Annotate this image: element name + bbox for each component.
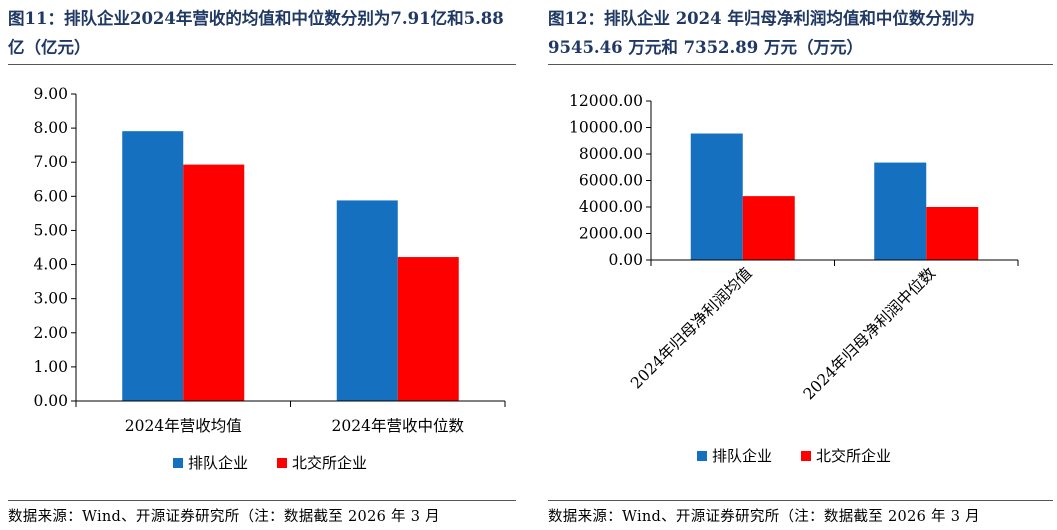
figure-panel-left: 图11：排队企业2024年营收的均值和中位数分别为7.91亿和5.88亿（亿元）… [0,0,520,530]
source-rule-left [8,500,516,501]
y-tick-label: 7.00 [33,153,68,171]
y-tick-label: 12000.00 [569,92,643,110]
source-rule-right [548,500,1053,501]
bar-series2-cat2 [397,257,459,401]
bar-chart-right: 0.00 2000.00 4000.00 6000.00 8000.00 10000.00… [569,92,1019,465]
legend-swatch-series1 [697,451,707,461]
x-category-label: 2024年营收均值 [125,417,242,435]
legend-label: 排队企业 [712,447,772,465]
legend-swatch-series1 [173,458,183,468]
x-category-label: 2024年归母净利润均值 [627,264,755,392]
bar-series1-cat2 [336,200,398,401]
legend-swatch-series2 [801,451,811,461]
x-category-label: 2024年营收中位数 [332,417,465,435]
title-rule-left [8,64,516,65]
figure-panel-right: 图12：排队企业 2024 年归母净利润均值和中位数分别为 9545.46 万元… [540,0,1057,530]
x-category-label: 2024年归母净利润中位数 [800,264,940,404]
source-note-right: 数据来源：Wind、开源证券研究所（注：数据截至 2026 年 3 月 [548,509,980,525]
figure-title-right: 图12：排队企业 2024 年归母净利润均值和中位数分别为 9545.46 万元… [548,9,975,57]
bar-series1-cat1 [122,131,184,402]
bar-series2-cat1 [742,196,795,260]
y-tick-label: 6000.00 [579,172,643,190]
legend-label: 北交所企业 [292,454,367,472]
bar-series2-cat1 [183,164,245,401]
legend-label: 排队企业 [188,454,248,472]
y-tick-label: 3.00 [33,290,68,308]
y-tick-label: 5.00 [33,221,68,239]
y-tick-label: 9.00 [33,85,68,103]
y-tick-label: 8000.00 [579,145,643,163]
y-tick-label: 0.00 [608,251,643,269]
bar-series1-cat2 [874,162,927,260]
bar-chart-left: 0.00 1.00 2.00 3.00 4.00 5.00 6.00 7.00 8.00 9.00… [33,85,506,472]
y-tick-label: 10000.00 [569,119,643,137]
legend-swatch-series2 [277,458,287,468]
y-tick-label: 0.00 [33,392,68,410]
source-note-left: 数据来源：Wind、开源证券研究所（注：数据截至 2026 年 3 月 [8,509,440,525]
y-tick-label: 1.00 [33,358,68,376]
legend-label: 北交所企业 [816,447,891,465]
y-tick-label: 8.00 [33,119,68,137]
y-tick-label: 4.00 [33,256,68,274]
title-rule-right [548,64,1053,65]
y-tick-label: 6.00 [33,187,68,205]
y-tick-label: 2.00 [33,324,68,342]
y-tick-label: 2000.00 [579,225,643,243]
y-tick-label: 4000.00 [579,198,643,216]
bar-series2-cat2 [926,207,979,260]
figure-title-left: 图11：排队企业2024年营收的均值和中位数分别为7.91亿和5.88亿（亿元） [8,9,504,57]
bar-series1-cat1 [690,133,743,260]
